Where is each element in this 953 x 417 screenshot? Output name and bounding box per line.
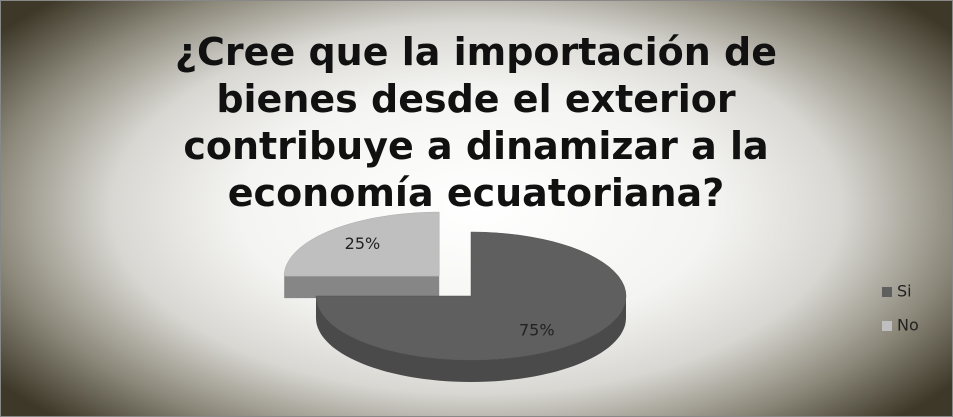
data-label: 75% xyxy=(519,321,555,340)
chart-title: ¿Cree que la importación de bienes desde… xyxy=(175,30,777,215)
legend-label: Si xyxy=(897,282,912,301)
legend-swatch xyxy=(882,321,892,331)
legend-swatch xyxy=(882,287,892,297)
legend-label: No xyxy=(897,316,919,335)
slice xyxy=(315,231,627,361)
slice-wall xyxy=(316,296,626,382)
slice-side xyxy=(284,276,440,299)
data-label: 25% xyxy=(345,234,381,253)
slice xyxy=(283,211,440,277)
